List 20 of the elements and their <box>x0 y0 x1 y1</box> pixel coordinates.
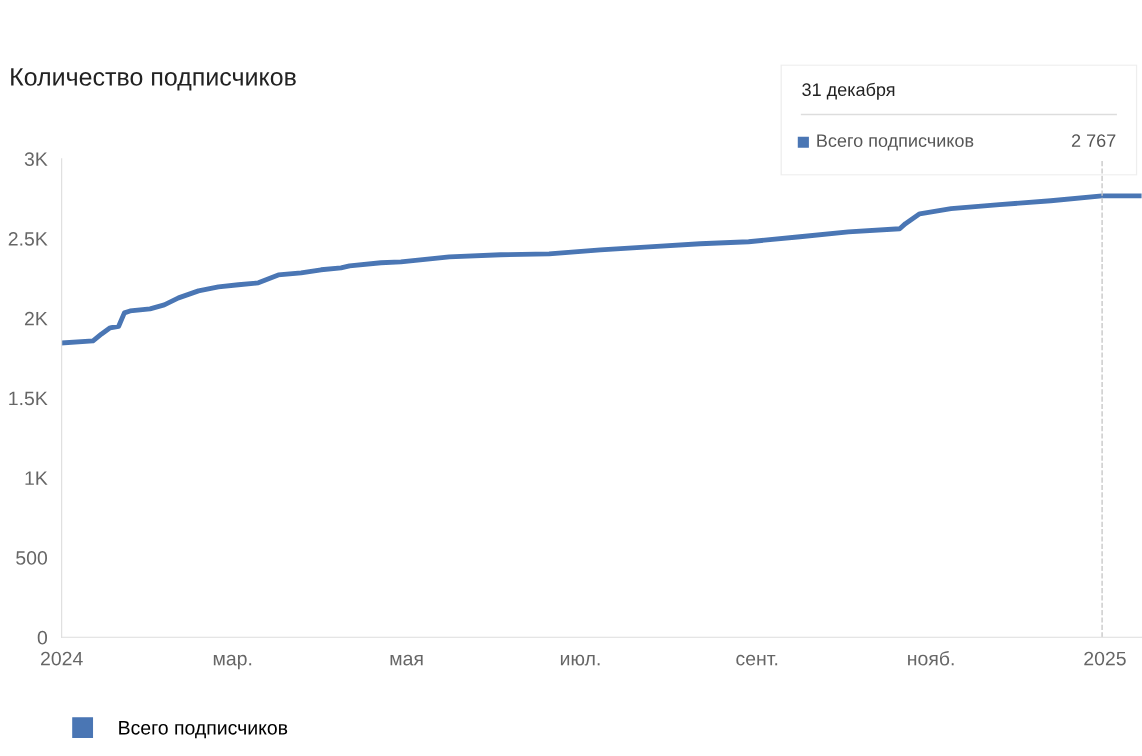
y-tick-label: 500 <box>16 551 48 565</box>
y-tick-label: 1.5K <box>9 391 48 406</box>
text: 31 декабря <box>802 82 895 100</box>
y-tick-label: 2.5K <box>8 231 48 246</box>
y-tick-label: 3K <box>24 152 48 166</box>
x-tick-label: 2024 <box>41 651 83 666</box>
text: 2 767 <box>1071 134 1116 148</box>
x-tick-label: нояб. <box>908 651 954 666</box>
y-tick-label: 2K <box>24 311 48 326</box>
x-tick-label: 2025 <box>1084 651 1126 666</box>
x-tick-label: мар. <box>213 654 252 670</box>
y-tick-label: 1K <box>25 471 48 485</box>
chart-title: Количество подписчиков <box>11 68 296 91</box>
x-tick-label: июл. <box>560 654 600 666</box>
text: Всего подписчиков <box>817 134 974 151</box>
line-series <box>61 193 1142 346</box>
x-tick-label: мая <box>390 654 423 666</box>
legend-label: Всего подписчиков <box>119 721 288 739</box>
x-tick-label: сент. <box>736 654 778 666</box>
y-tick-label: 0 <box>37 630 48 645</box>
